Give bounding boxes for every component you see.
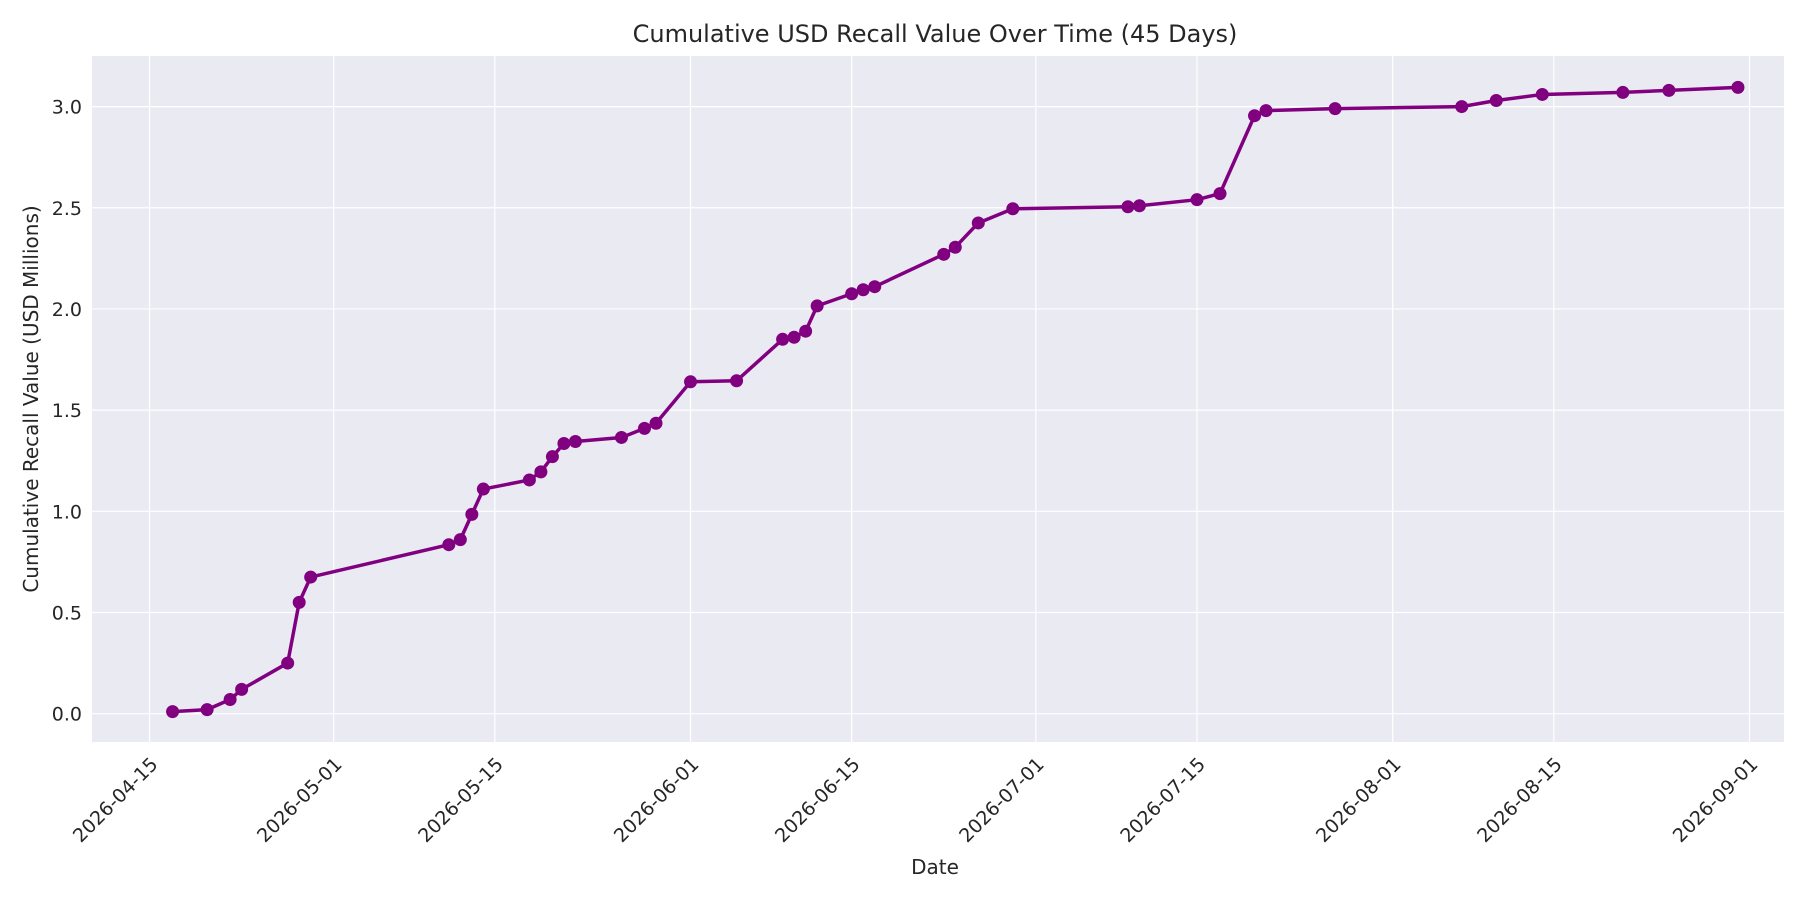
- data-point: [304, 570, 318, 584]
- x-tick-label: 2026-05-01: [253, 753, 347, 847]
- x-axis-ticks: 2026-04-15 2026-05-01 2026-05-15 2026-06-01…: [69, 753, 1763, 847]
- data-point: [614, 430, 628, 444]
- data-point: [200, 703, 214, 717]
- data-point: [1616, 85, 1630, 99]
- x-tick-label: 2026-06-01: [610, 753, 704, 847]
- x-tick-label: 2026-08-15: [1473, 753, 1567, 847]
- data-point: [281, 656, 295, 670]
- data-point: [568, 434, 582, 448]
- y-tick-label: 1.5: [52, 400, 82, 422]
- data-point: [684, 375, 698, 389]
- y-tick-label: 0.5: [52, 602, 82, 624]
- data-point: [937, 247, 951, 261]
- data-point: [1248, 109, 1262, 123]
- x-tick-label: 2026-05-15: [414, 753, 508, 847]
- data-point: [235, 682, 249, 696]
- data-point: [810, 299, 824, 313]
- data-point: [948, 240, 962, 254]
- data-point: [1731, 80, 1745, 94]
- y-tick-label: 3.0: [52, 97, 82, 119]
- y-tick-label: 1.0: [52, 501, 82, 523]
- data-point: [292, 595, 306, 609]
- data-point: [1006, 202, 1020, 216]
- data-point: [522, 473, 536, 487]
- data-point: [166, 705, 180, 719]
- x-tick-label: 2026-04-15: [69, 753, 163, 847]
- x-tick-label: 2026-06-15: [771, 753, 865, 847]
- data-point: [1132, 199, 1146, 213]
- data-point: [545, 450, 559, 464]
- x-tick-label: 2026-07-15: [1116, 753, 1210, 847]
- data-point: [453, 533, 467, 547]
- data-point: [476, 482, 490, 496]
- data-point: [1535, 87, 1549, 101]
- data-point: [649, 416, 663, 430]
- x-axis-label: Date: [911, 855, 959, 879]
- data-point: [1121, 200, 1135, 214]
- data-point: [1662, 83, 1676, 97]
- data-point: [1259, 104, 1273, 118]
- data-point: [730, 374, 744, 388]
- data-point: [1489, 94, 1503, 108]
- y-axis-label: Cumulative Recall Value (USD Millions): [19, 205, 43, 592]
- y-axis-ticks: 0.0 0.5 1.0 1.5 2.0 2.5 3.0: [52, 97, 82, 726]
- data-point: [799, 324, 813, 338]
- data-point: [776, 332, 790, 346]
- data-point: [856, 283, 870, 297]
- chart-title: Cumulative USD Recall Value Over Time (4…: [633, 20, 1238, 48]
- data-point: [557, 437, 571, 451]
- data-point: [787, 330, 801, 344]
- data-point: [223, 693, 237, 707]
- y-tick-label: 2.5: [52, 198, 82, 220]
- plot-area: [92, 56, 1784, 742]
- data-point: [1190, 193, 1204, 207]
- data-point: [637, 421, 651, 435]
- x-tick-label: 2026-08-01: [1312, 753, 1406, 847]
- x-tick-label: 2026-09-01: [1669, 753, 1763, 847]
- data-point: [868, 280, 882, 294]
- data-point: [465, 507, 479, 521]
- grid-lines: [92, 56, 1784, 742]
- data-point: [442, 538, 456, 552]
- data-point: [971, 216, 985, 230]
- series: [166, 80, 1745, 719]
- x-tick-label: 2026-07-01: [955, 753, 1049, 847]
- y-tick-label: 2.0: [52, 299, 82, 321]
- data-point: [1328, 102, 1342, 116]
- data-point: [845, 287, 859, 301]
- data-point: [1213, 187, 1227, 201]
- data-point: [534, 465, 548, 479]
- y-tick-label: 0.0: [52, 704, 82, 726]
- data-point: [1455, 100, 1469, 114]
